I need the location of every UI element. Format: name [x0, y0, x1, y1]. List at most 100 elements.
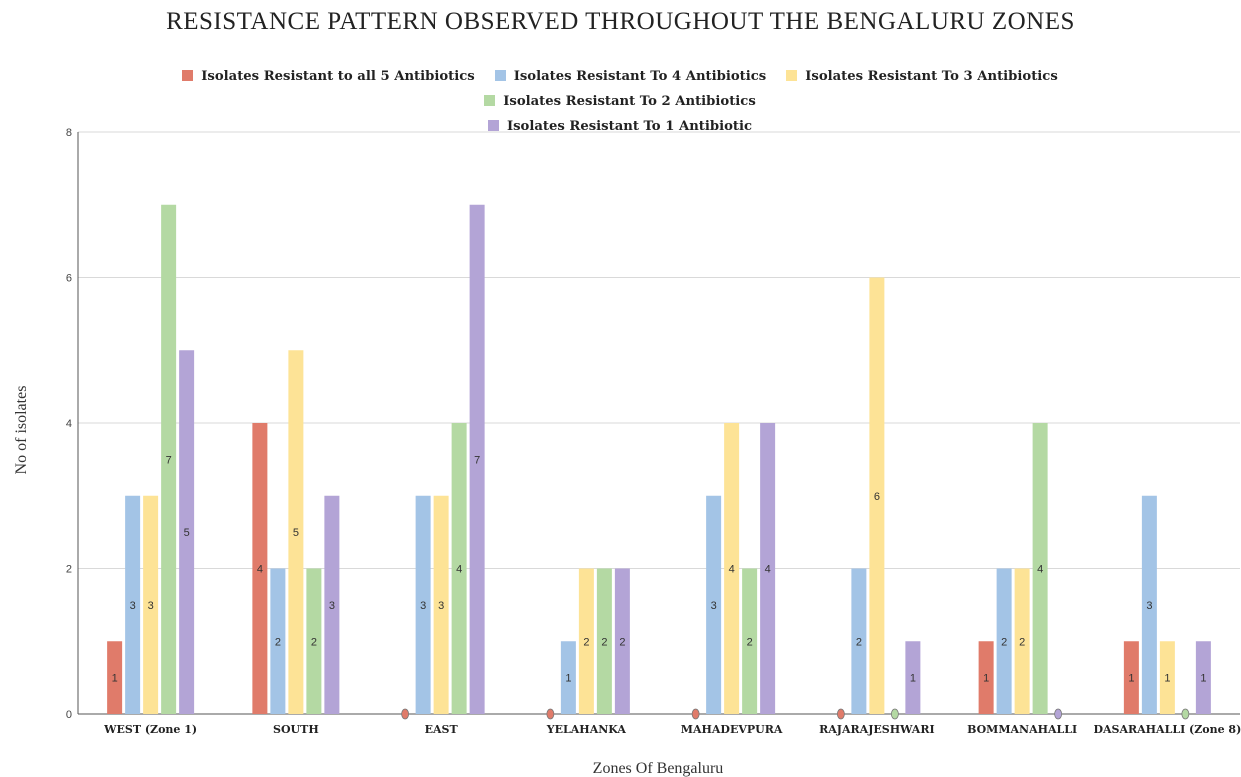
bar[interactable] [1141, 495, 1157, 714]
zero-value-marker [1181, 708, 1190, 720]
legend-swatch [786, 70, 798, 81]
data-label: 2 [1001, 636, 1007, 648]
bar[interactable] [706, 495, 722, 714]
bar[interactable] [1123, 641, 1139, 714]
data-label: 4 [1037, 564, 1043, 576]
data-label: 4 [257, 564, 263, 576]
data-label: 2 [619, 636, 625, 648]
legend-swatch [182, 70, 194, 81]
data-label: 1 [910, 673, 916, 685]
legend-swatch [484, 95, 496, 106]
bar[interactable] [270, 568, 286, 715]
data-label: 1 [983, 673, 989, 685]
bar[interactable] [433, 495, 449, 714]
data-label: 7 [474, 454, 480, 466]
zero-value-marker [691, 708, 700, 720]
data-label: 2 [601, 636, 607, 648]
bar[interactable] [724, 423, 740, 714]
data-label: 3 [711, 600, 717, 612]
x-axis-title: Zones Of Bengaluru [593, 760, 724, 777]
bar[interactable] [1014, 568, 1030, 715]
bar[interactable] [125, 495, 141, 714]
bar[interactable] [451, 423, 467, 714]
bar[interactable] [1195, 641, 1211, 714]
x-category-label: RAJARAJESHWARI [819, 723, 935, 736]
data-label: 4 [765, 564, 771, 576]
x-category-label: MAHADEVPURA [681, 723, 783, 736]
bar[interactable] [614, 568, 630, 715]
bar[interactable] [742, 568, 758, 715]
zero-value-marker [890, 708, 899, 720]
data-label: 2 [747, 636, 753, 648]
bar[interactable] [143, 495, 159, 714]
legend-item[interactable]: Isolates Resistant to all 5 Antibiotics [182, 64, 475, 89]
bar[interactable] [161, 204, 177, 714]
legend-label: Isolates Resistant to all 5 Antibiotics [201, 69, 475, 84]
data-label: 2 [275, 636, 281, 648]
x-category-label: BOMMANAHALLI [967, 723, 1077, 736]
legend-swatch [494, 70, 506, 81]
data-label: 4 [456, 564, 462, 576]
data-label: 5 [293, 527, 299, 539]
bar[interactable] [978, 641, 994, 714]
bar[interactable] [1159, 641, 1175, 714]
zero-value-marker [546, 708, 555, 720]
legend-label: Isolates Resistant To 3 Antibiotics [805, 69, 1058, 84]
data-label: 3 [1146, 600, 1152, 612]
data-label: 4 [729, 564, 735, 576]
bars [107, 204, 1211, 720]
data-label: 7 [166, 454, 172, 466]
bar[interactable] [996, 568, 1012, 715]
data-label: 1 [1200, 673, 1206, 685]
chart-legend: Isolates Resistant to all 5 Antibiotics I… [30, 64, 1210, 139]
bar[interactable] [107, 641, 123, 714]
data-label: 1 [112, 673, 118, 685]
data-label: 2 [856, 636, 862, 648]
legend-label: Isolates Resistant To 4 Antibiotics [513, 69, 767, 84]
bar[interactable] [851, 568, 867, 715]
data-label: 1 [1128, 673, 1134, 685]
x-category-label: WEST (Zone 1) [103, 723, 197, 736]
bar[interactable] [306, 568, 322, 715]
bar[interactable] [469, 204, 485, 714]
bar[interactable] [596, 568, 612, 715]
bar[interactable] [324, 495, 340, 714]
x-category-label: DASARAHALLI (Zone 8) [1093, 723, 1241, 736]
legend-item[interactable]: Isolates Resistant To 3 Antibiotics [786, 64, 1058, 89]
zero-value-marker [836, 708, 845, 720]
y-axis-title: No of isolates [13, 386, 30, 475]
legend-swatch [487, 120, 499, 131]
legend-item[interactable]: Isolates Resistant To 2 Antibiotics [484, 89, 756, 114]
data-label: 6 [874, 491, 880, 503]
bar[interactable] [869, 277, 885, 715]
y-tick-label: 4 [66, 418, 72, 430]
axes: 0 2 4 6 8 WEST (Zone 1) SOUTH EAST YELAHANKA MAHA… [66, 127, 1241, 736]
zero-value-marker [1054, 708, 1063, 720]
legend-item[interactable]: Isolates Resistant To 1 Antibiotic [487, 114, 752, 139]
bar[interactable] [905, 641, 921, 714]
x-category-label: SOUTH [273, 723, 319, 736]
data-label: 3 [148, 600, 154, 612]
data-label: 2 [311, 636, 317, 648]
legend-label: Isolates Resistant To 2 Antibiotics [503, 94, 756, 109]
x-category-label: YELAHANKA [546, 723, 627, 736]
bar[interactable] [415, 495, 431, 714]
data-label: 3 [130, 600, 136, 612]
chart-title: RESISTANCE PATTERN OBSERVED THROUGHOUT T… [166, 8, 1075, 35]
bar[interactable] [560, 641, 576, 714]
y-tick-label: 8 [66, 127, 72, 139]
data-label: 2 [583, 636, 589, 648]
data-label: 2 [1019, 636, 1025, 648]
bar[interactable] [288, 350, 304, 714]
legend-item[interactable]: Isolates Resistant To 4 Antibiotics [494, 64, 767, 89]
bar[interactable] [578, 568, 594, 715]
bar[interactable] [1032, 423, 1048, 714]
bar[interactable] [760, 423, 776, 714]
bar[interactable] [179, 350, 195, 714]
data-label: 3 [438, 600, 444, 612]
gridlines [78, 131, 1240, 569]
bar[interactable] [252, 423, 268, 714]
y-tick-label: 6 [66, 273, 72, 285]
